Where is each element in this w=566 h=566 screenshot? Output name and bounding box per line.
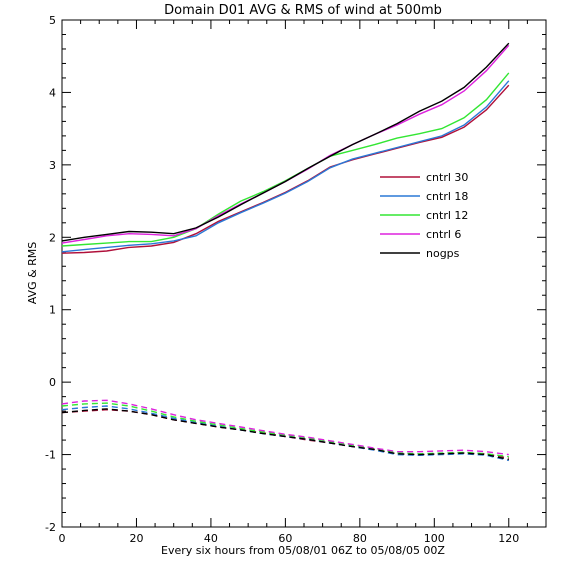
x-tick-label: 60 — [278, 532, 292, 545]
legend-label: cntrl 12 — [426, 209, 468, 222]
x-tick-label: 100 — [424, 532, 445, 545]
y-tick-label: -2 — [45, 521, 56, 534]
plot-frame — [61, 19, 547, 528]
series-line-avg-cntrl-18 — [61, 405, 509, 462]
legend-label: cntrl 18 — [426, 190, 468, 203]
y-tick-label: 2 — [49, 231, 56, 244]
x-tick-label: 0 — [59, 532, 66, 545]
series-line-avg-cntrl-6 — [61, 399, 509, 456]
legend-label: nogps — [426, 247, 460, 260]
series-line-rms-cntrl-18 — [61, 80, 510, 253]
y-tick-label: 5 — [49, 14, 56, 27]
series-line-avg-nogps — [61, 408, 509, 461]
y-tick-label: 3 — [49, 159, 56, 172]
series-line-rms-nogps — [61, 42, 510, 242]
x-tick-label: 80 — [353, 532, 367, 545]
y-tick-label: 0 — [49, 376, 56, 389]
axis-ticks — [61, 19, 547, 528]
y-tick-label: 4 — [49, 86, 56, 99]
x-tick-label: 120 — [498, 532, 519, 545]
x-tick-label: 40 — [204, 532, 218, 545]
x-axis-label: Every six hours from 05/08/01 06Z to 05/… — [161, 544, 445, 557]
legend-label: cntrl 6 — [426, 228, 461, 241]
series-lines — [61, 42, 510, 462]
legend-label: cntrl 30 — [426, 171, 468, 184]
y-tick-label: -1 — [45, 449, 56, 462]
legend: cntrl 30 cntrl 18 cntrl 12 cntrl 6 nogps — [380, 171, 468, 260]
x-tick-label: 20 — [129, 532, 143, 545]
series-line-avg-cntrl-12 — [61, 402, 509, 458]
axis-tick-labels: 0 20 40 60 80 100 120 -2 -1 0 1 2 3 4 5 — [45, 14, 519, 545]
y-tick-label: 1 — [49, 304, 56, 317]
chart-title: Domain D01 AVG & RMS of wind at 500mb — [164, 3, 442, 18]
y-axis-label: AVG & RMS — [26, 242, 39, 305]
